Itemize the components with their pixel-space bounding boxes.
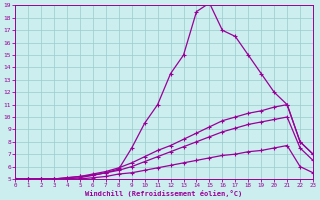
X-axis label: Windchill (Refroidissement éolien,°C): Windchill (Refroidissement éolien,°C) <box>85 190 243 197</box>
